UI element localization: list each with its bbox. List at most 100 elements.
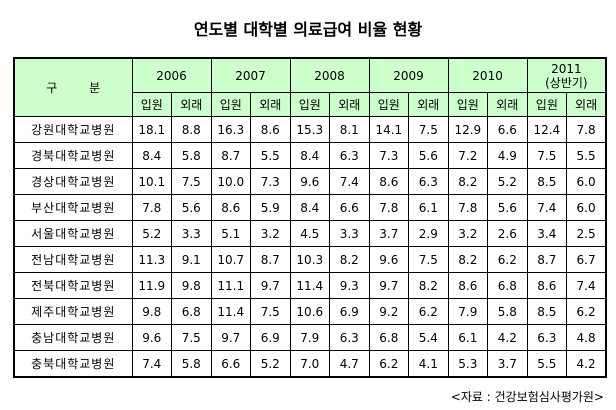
inpatient-value: 9.7 <box>368 272 410 299</box>
outpatient-value: 3.7 <box>487 350 528 378</box>
page-title: 연도별 대학별 의료급여 비율 현황 <box>193 20 423 39</box>
outpatient-value: 2.5 <box>566 220 607 247</box>
hospital-name: 충남대학교병원 <box>13 324 133 351</box>
table-row: 경상대학교병원 10.1 7.5 10.0 7.3 9.6 7.4 8.6 6.3 8.2 5.2 8… <box>13 168 607 195</box>
year-header-2010: 2010 <box>447 57 528 93</box>
inpatient-value: 7.5 <box>526 142 568 169</box>
hospital-name: 전남대학교병원 <box>13 246 133 273</box>
inpatient-value: 8.7 <box>210 142 252 169</box>
inpatient-value: 5.1 <box>210 220 252 247</box>
medical-aid-ratio-table: 구 분 2006 2007 2008 2009 2010 2011 (상반기) … <box>13 57 608 378</box>
inpatient-value: 11.4 <box>289 272 331 299</box>
inpatient-value: 10.0 <box>210 168 252 195</box>
inpatient-value: 8.6 <box>526 272 568 299</box>
outpatient-value: 5.5 <box>250 142 291 169</box>
outpatient-value: 4.2 <box>487 324 528 351</box>
inpatient-value: 8.6 <box>447 272 489 299</box>
inpatient-value: 9.2 <box>368 298 410 325</box>
inpatient-header: 입원 <box>447 92 489 117</box>
inpatient-value: 9.7 <box>210 324 252 351</box>
outpatient-value: 5.8 <box>171 142 212 169</box>
inpatient-value: 8.6 <box>368 168 410 195</box>
outpatient-value: 7.5 <box>408 246 449 273</box>
inpatient-value: 12.4 <box>526 116 568 143</box>
inpatient-value: 10.1 <box>131 168 172 195</box>
hospital-name: 경북대학교병원 <box>13 142 133 169</box>
outpatient-value: 3.3 <box>329 220 370 247</box>
table-row: 제주대학교병원 9.8 6.8 11.4 7.5 10.6 6.9 9.2 6.2 7.9 5.8 8… <box>13 298 607 325</box>
inpatient-value: 9.6 <box>368 246 410 273</box>
table-row: 서울대학교병원 5.2 3.3 5.1 3.2 4.5 3.3 3.7 2.9 3.2 2.6 3.4… <box>13 220 607 247</box>
inpatient-value: 6.3 <box>526 324 568 351</box>
outpatient-value: 5.8 <box>171 350 212 378</box>
outpatient-value: 6.9 <box>329 298 370 325</box>
inpatient-header: 입원 <box>368 92 410 117</box>
outpatient-header: 외래 <box>487 92 528 117</box>
inpatient-value: 10.7 <box>210 246 252 273</box>
outpatient-value: 6.2 <box>566 298 607 325</box>
outpatient-value: 5.6 <box>171 194 212 221</box>
inpatient-value: 7.3 <box>368 142 410 169</box>
inpatient-value: 7.4 <box>131 350 172 378</box>
inpatient-value: 9.6 <box>289 168 331 195</box>
inpatient-header: 입원 <box>289 92 331 117</box>
outpatient-value: 8.1 <box>329 116 370 143</box>
inpatient-value: 11.4 <box>210 298 252 325</box>
inpatient-value: 11.9 <box>131 272 172 299</box>
outpatient-value: 8.2 <box>408 272 449 299</box>
outpatient-value: 6.8 <box>171 298 212 325</box>
hospital-name: 강원대학교병원 <box>13 116 133 143</box>
inpatient-value: 5.3 <box>447 350 489 378</box>
inpatient-header: 입원 <box>210 92 252 117</box>
table-row: 강원대학교병원 18.1 8.8 16.3 8.6 15.3 8.1 14.1 7.5 12.9 6… <box>13 116 607 143</box>
inpatient-value: 3.2 <box>447 220 489 247</box>
hospital-name: 제주대학교병원 <box>13 298 133 325</box>
year-header-2007: 2007 <box>210 57 291 93</box>
outpatient-value: 7.5 <box>408 116 449 143</box>
outpatient-value: 7.4 <box>329 168 370 195</box>
inpatient-value: 14.1 <box>368 116 410 143</box>
outpatient-value: 7.8 <box>566 116 607 143</box>
outpatient-value: 8.7 <box>250 246 291 273</box>
inpatient-value: 7.9 <box>289 324 331 351</box>
source-note: <자료 : 건강보험심사평가원> <box>450 390 604 404</box>
year-header-2008: 2008 <box>289 57 370 93</box>
header-type-row: 입원 외래 입원 외래 입원 외래 입원 외래 입원 외래 입원 외래 <box>14 92 607 117</box>
hospital-name: 서울대학교병원 <box>13 220 133 247</box>
inpatient-value: 18.1 <box>131 116 172 143</box>
inpatient-header: 입원 <box>526 92 568 117</box>
outpatient-value: 4.8 <box>566 324 607 351</box>
outpatient-value: 7.3 <box>250 168 291 195</box>
outpatient-value: 7.5 <box>171 324 212 351</box>
inpatient-value: 6.1 <box>447 324 489 351</box>
outpatient-value: 8.2 <box>329 246 370 273</box>
outpatient-value: 9.8 <box>171 272 212 299</box>
inpatient-value: 8.6 <box>210 194 252 221</box>
inpatient-value: 12.9 <box>447 116 489 143</box>
inpatient-value: 11.1 <box>210 272 252 299</box>
outpatient-value: 5.2 <box>487 168 528 195</box>
outpatient-value: 6.3 <box>408 168 449 195</box>
outpatient-value: 8.8 <box>171 116 212 143</box>
outpatient-value: 9.1 <box>171 246 212 273</box>
inpatient-value: 6.8 <box>368 324 410 351</box>
outpatient-value: 8.6 <box>250 116 291 143</box>
inpatient-value: 10.6 <box>289 298 331 325</box>
outpatient-value: 6.0 <box>566 194 607 221</box>
outpatient-header: 외래 <box>250 92 291 117</box>
outpatient-header: 외래 <box>329 92 370 117</box>
inpatient-value: 7.8 <box>447 194 489 221</box>
hospital-name: 부산대학교병원 <box>13 194 133 221</box>
table-row: 부산대학교병원 7.8 5.6 8.6 5.9 8.4 6.6 7.8 6.1 7.8 5.6 7.4… <box>13 194 607 221</box>
table-row: 경북대학교병원 8.4 5.8 8.7 5.5 8.4 6.3 7.3 5.6 7.2 4.9 7.5… <box>13 142 607 169</box>
inpatient-value: 3.4 <box>526 220 568 247</box>
inpatient-value: 8.4 <box>289 142 331 169</box>
inpatient-value: 7.9 <box>447 298 489 325</box>
inpatient-value: 16.3 <box>210 116 252 143</box>
inpatient-value: 9.8 <box>131 298 172 325</box>
inpatient-value: 5.5 <box>526 350 568 378</box>
hospital-name: 충북대학교병원 <box>13 350 133 378</box>
inpatient-value: 4.5 <box>289 220 331 247</box>
outpatient-value: 6.8 <box>487 272 528 299</box>
outpatient-value: 9.3 <box>329 272 370 299</box>
